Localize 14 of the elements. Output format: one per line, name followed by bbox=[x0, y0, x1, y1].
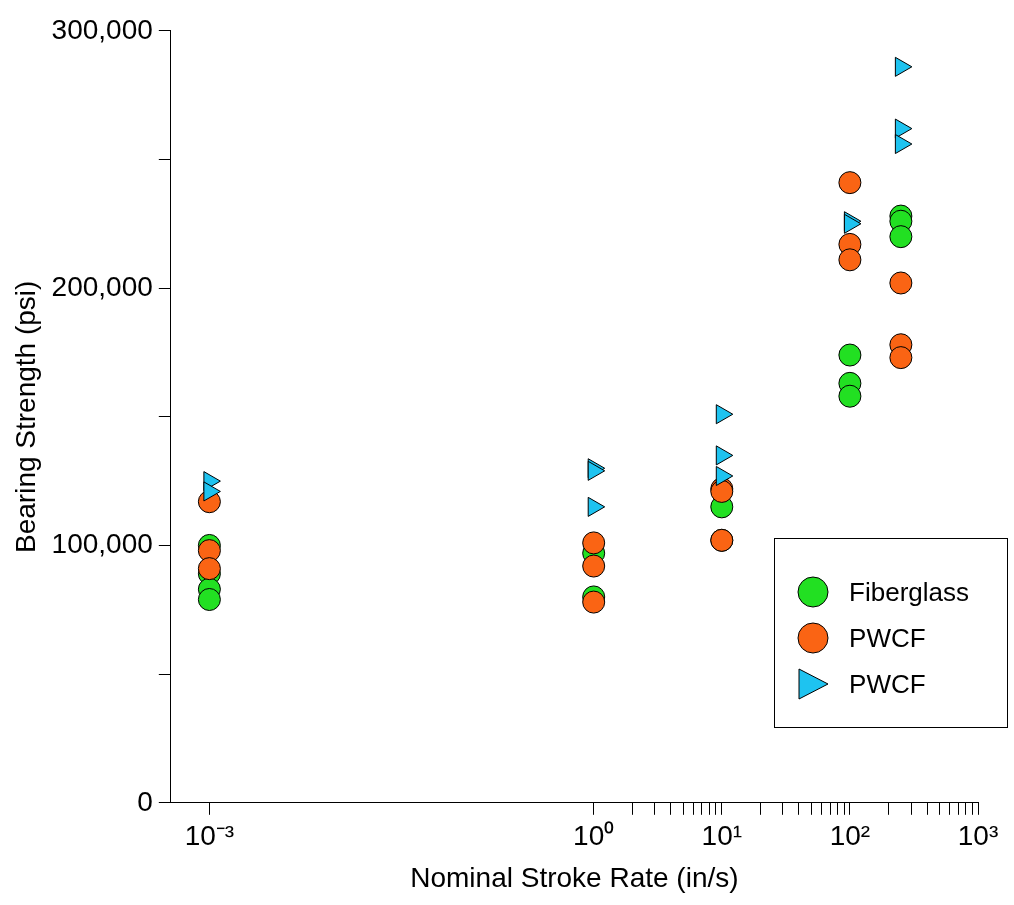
x-tick-label: 10¹ bbox=[701, 820, 743, 852]
x-axis-title: Nominal Stroke Rate (in/s) bbox=[410, 861, 739, 893]
x-tick-label: 10³ bbox=[957, 820, 999, 852]
y-tick-label: 100,000 bbox=[51, 528, 153, 560]
legend-label: PWCF bbox=[849, 668, 926, 700]
y-tick-label: 0 bbox=[137, 785, 153, 817]
y-axis-title: Bearing Strength (psi) bbox=[9, 280, 41, 553]
x-tick-label: 10⁻³ bbox=[184, 820, 235, 852]
legend-label: PWCF bbox=[849, 622, 926, 654]
y-tick-label: 200,000 bbox=[51, 270, 153, 302]
x-tick-label: 10² bbox=[829, 820, 871, 852]
legend-label: Fiberglass bbox=[849, 576, 969, 608]
x-tick-label: 10⁰ bbox=[573, 820, 615, 852]
y-tick-label: 300,000 bbox=[51, 13, 153, 45]
